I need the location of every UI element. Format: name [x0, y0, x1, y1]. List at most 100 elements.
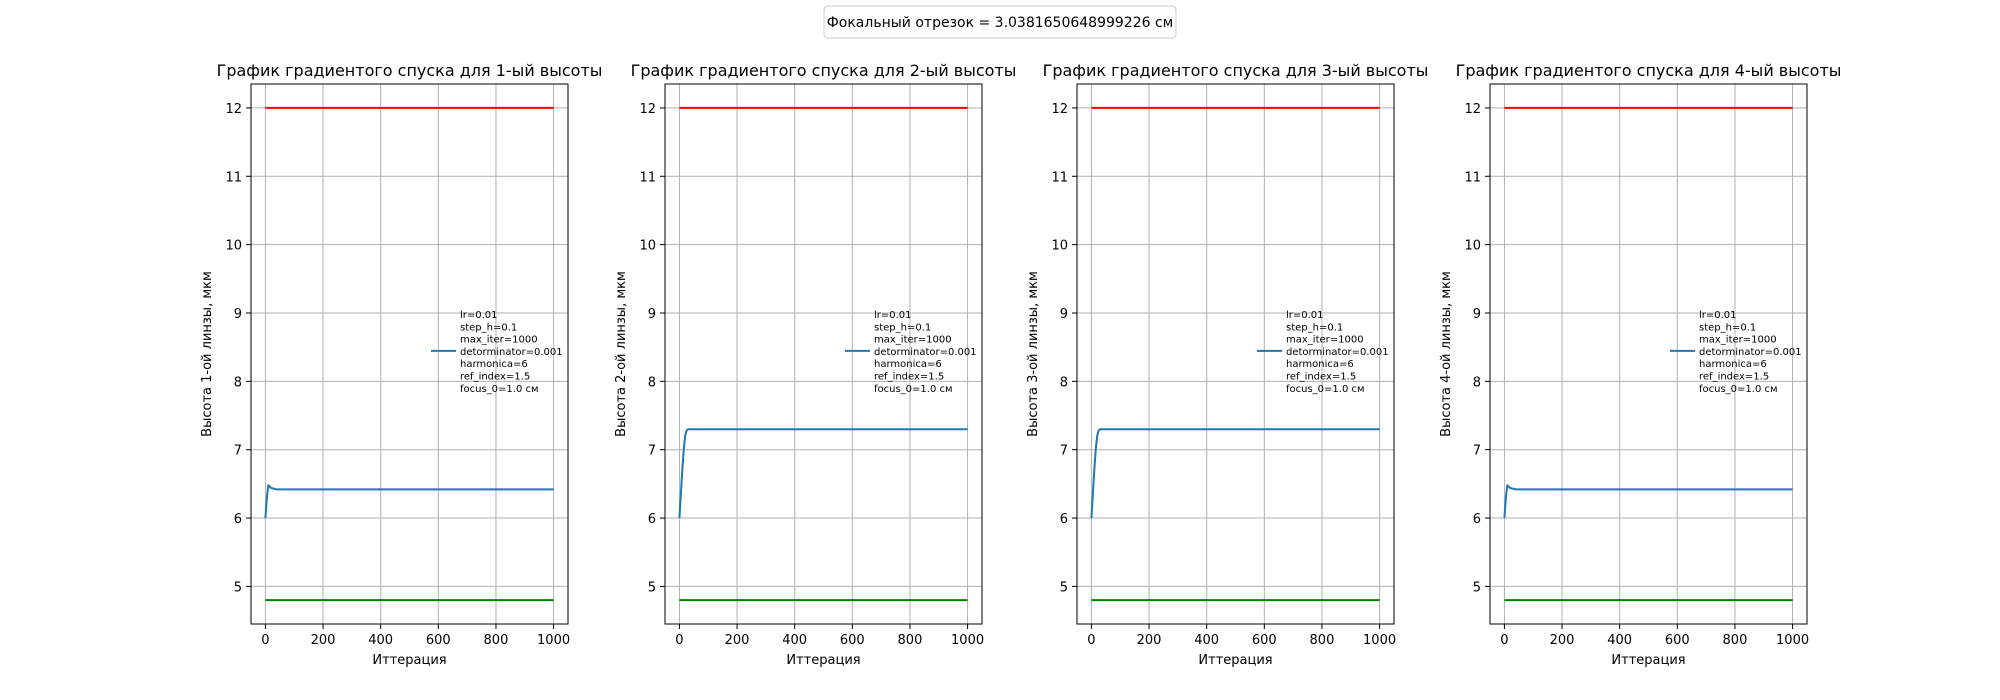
legend-text: harmonica=6 [874, 359, 942, 370]
x-tick-label: 1000 [1776, 633, 1809, 648]
legend-text: lr=0.01 [1699, 310, 1737, 321]
legend-text: max_iter=1000 [460, 335, 538, 346]
x-tick-label: 400 [368, 633, 393, 648]
x-tick-label: 1000 [537, 633, 570, 648]
legend-text: ref_index=1.5 [874, 372, 944, 383]
legend-text: detorminator=0.001 [1699, 347, 1802, 358]
y-tick-label: 9 [1473, 307, 1481, 322]
y-axis-label: Высота 1-ой линзы, мкм [200, 271, 215, 437]
y-tick-label: 10 [1464, 239, 1481, 254]
y-tick-label: 12 [1464, 102, 1481, 117]
legend-text: focus_0=1.0 см [874, 384, 953, 395]
legend-text: max_iter=1000 [874, 335, 952, 346]
axes-frame [1489, 83, 1808, 625]
x-tick-label: 600 [1665, 633, 1690, 648]
legend-text: harmonica=6 [460, 359, 528, 370]
x-tick-label: 0 [675, 633, 683, 648]
x-tick-label: 400 [1607, 633, 1632, 648]
x-axis-label: Иттерация [1611, 653, 1685, 668]
x-tick-label: 1000 [951, 633, 984, 648]
subplot-2: 0 200 400 600 800 1000 5 6 7 8 9 10 11 12 График гради… [614, 61, 1016, 668]
y-tick-label: 9 [234, 307, 242, 322]
y-tick-label: 8 [1473, 375, 1481, 390]
x-tick-label: 800 [484, 633, 509, 648]
y-tick-label: 8 [1060, 375, 1068, 390]
y-tick-label: 6 [1473, 512, 1481, 527]
legend-text: max_iter=1000 [1699, 335, 1777, 346]
x-axis-label: Иттерация [786, 653, 860, 668]
axes-frame [250, 83, 569, 625]
chart-title: График градиентого спуска для 4-ый высот… [1456, 61, 1842, 80]
x-axis-label: Иттерация [372, 653, 446, 668]
y-tick-label: 7 [648, 444, 656, 459]
y-tick-label: 5 [1473, 580, 1481, 595]
series-line-height [1503, 484, 1793, 519]
legend-text: focus_0=1.0 см [460, 384, 539, 395]
series-line-height [264, 484, 554, 519]
x-tick-label: 800 [1723, 633, 1748, 648]
legend-text: step_h=0.1 [460, 322, 517, 333]
x-tick-label: 800 [898, 633, 923, 648]
legend-text: step_h=0.1 [874, 322, 931, 333]
y-tick-label: 9 [648, 307, 656, 322]
legend-text: step_h=0.1 [1286, 322, 1343, 333]
y-tick-label: 11 [225, 170, 242, 185]
chart-title: График градиентого спуска для 2-ый высот… [631, 61, 1017, 80]
suptitle-frame [823, 5, 1177, 39]
legend-text: lr=0.01 [460, 310, 498, 321]
subplot-3: 0 200 400 600 800 1000 5 6 7 8 9 10 11 12 График гради… [1026, 61, 1428, 668]
x-axis-label: Иттерация [1198, 653, 1272, 668]
y-tick-label: 8 [234, 375, 242, 390]
legend-text: harmonica=6 [1286, 359, 1354, 370]
y-tick-label: 11 [1464, 170, 1481, 185]
legend-text: detorminator=0.001 [460, 347, 563, 358]
y-tick-label: 10 [1051, 239, 1068, 254]
legend-text: ref_index=1.5 [460, 372, 530, 383]
y-tick-label: 11 [639, 170, 656, 185]
y-tick-label: 6 [648, 512, 656, 527]
legend-text: step_h=0.1 [1699, 322, 1756, 333]
y-tick-label: 12 [1051, 102, 1068, 117]
legend-text: max_iter=1000 [1286, 335, 1364, 346]
y-tick-label: 6 [1060, 512, 1068, 527]
x-tick-label: 600 [1252, 633, 1277, 648]
x-tick-label: 600 [426, 633, 451, 648]
x-tick-label: 0 [261, 633, 269, 648]
legend-text: lr=0.01 [1286, 310, 1324, 321]
y-axis-label: Высота 4-ой линзы, мкм [1439, 271, 1454, 437]
y-tick-label: 7 [1473, 444, 1481, 459]
chart-title: График градиентого спуска для 1-ый высот… [217, 61, 603, 80]
axes-frame [1076, 83, 1395, 625]
x-tick-label: 200 [725, 633, 750, 648]
y-tick-label: 9 [1060, 307, 1068, 322]
legend-text: ref_index=1.5 [1699, 372, 1769, 383]
legend-text: ref_index=1.5 [1286, 372, 1356, 383]
series-line-height [1090, 428, 1380, 519]
y-tick-label: 7 [234, 444, 242, 459]
subplot-4: 0 200 400 600 800 1000 5 6 7 8 9 10 11 12 График гради… [1439, 61, 1841, 668]
x-tick-label: 800 [1310, 633, 1335, 648]
y-tick-label: 10 [225, 239, 242, 254]
x-tick-label: 0 [1500, 633, 1508, 648]
x-tick-label: 400 [1194, 633, 1219, 648]
legend-text: detorminator=0.001 [874, 347, 977, 358]
y-tick-label: 12 [225, 102, 242, 117]
series-line-height [678, 428, 968, 519]
legend-text: detorminator=0.001 [1286, 347, 1389, 358]
subplot-1: 0 200 400 600 800 1000 5 6 7 8 9 10 11 12 График гради… [200, 61, 602, 668]
y-tick-label: 7 [1060, 444, 1068, 459]
suptitle: Фокальный отрезок = 3.0381650648999226 с… [827, 15, 1174, 31]
y-axis-label: Высота 3-ой линзы, мкм [1026, 271, 1041, 437]
y-tick-label: 11 [1051, 170, 1068, 185]
x-tick-label: 0 [1087, 633, 1095, 648]
y-tick-label: 6 [234, 512, 242, 527]
y-tick-label: 5 [1060, 580, 1068, 595]
x-tick-label: 600 [840, 633, 865, 648]
y-axis-label: Высота 2-ой линзы, мкм [614, 271, 629, 437]
y-tick-label: 10 [639, 239, 656, 254]
y-tick-label: 8 [648, 375, 656, 390]
x-tick-label: 200 [1550, 633, 1575, 648]
